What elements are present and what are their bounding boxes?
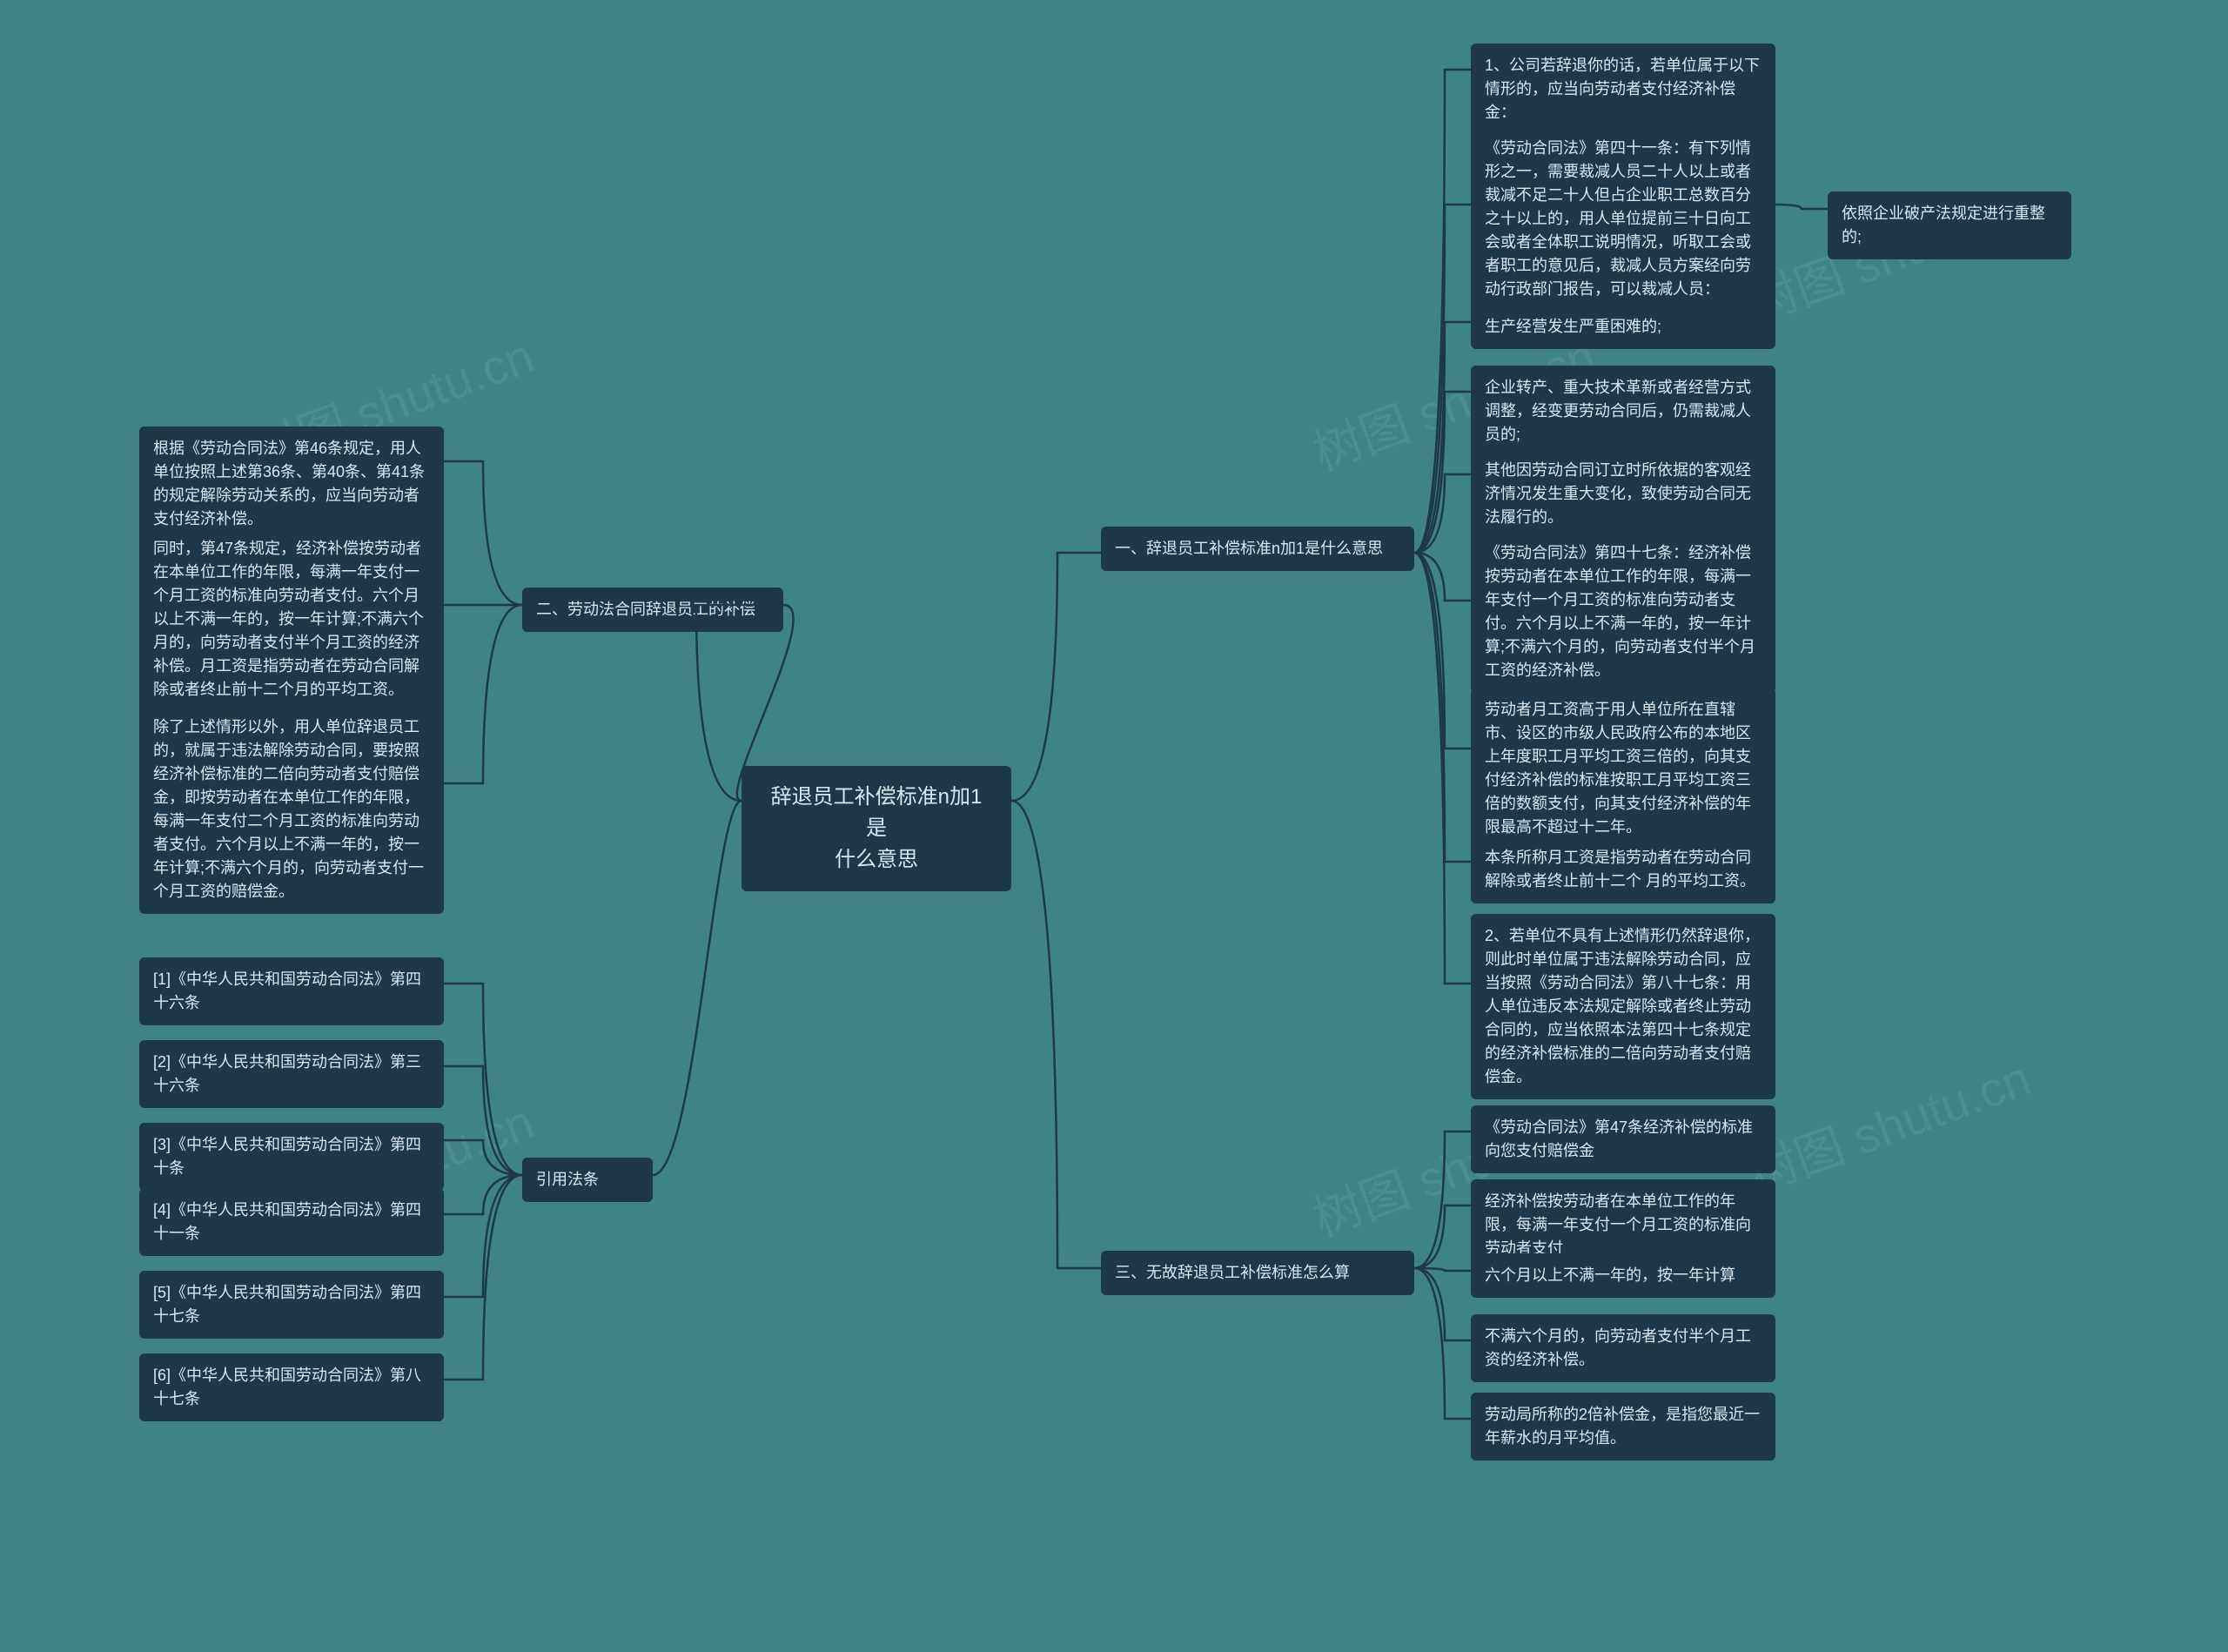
- branch1-n4: 企业转产、重大技术革新或者经营方式调整，经变更劳动合同后，仍需裁减人员的;: [1471, 366, 1775, 457]
- branch3-n3: 六个月以上不满一年的，按一年计算: [1471, 1253, 1775, 1298]
- branch1-n9: 2、若单位不具有上述情形仍然辞退你，则此时单位属于违法解除劳动合同，应当按照《劳…: [1471, 914, 1775, 1099]
- branch2-title: 二、劳动法合同辞退员工的补偿: [522, 588, 783, 632]
- branch1-n1: 1、公司若辞退你的话，若单位属于以下情形的，应当向劳动者支付经济补偿金：: [1471, 44, 1775, 135]
- branch4-n5: [5]《中华人民共和国劳动合同法》第四十七条: [139, 1271, 444, 1339]
- branch4-n1: [1]《中华人民共和国劳动合同法》第四十六条: [139, 957, 444, 1025]
- branch2-n2: 同时，第47条规定，经济补偿按劳动者在本单位工作的年限，每满一年支付一个月工资的…: [139, 527, 444, 712]
- branch3-title: 三、无故辞退员工补偿标准怎么算: [1101, 1251, 1414, 1295]
- branch2-n3: 除了上述情形以外，用人单位辞退员工的，就属于违法解除劳动合同，要按照经济补偿标准…: [139, 705, 444, 914]
- branch4-title: 引用法条: [522, 1158, 653, 1202]
- branch1-n7: 劳动者月工资高于用人单位所在直辖市、设区的市级人民政府公布的本地区上年度职工月平…: [1471, 688, 1775, 850]
- watermark: 树图 shutu.cn: [1737, 1039, 2039, 1206]
- branch3-n1: 《劳动合同法》第47条经济补偿的标准向您支付赔偿金: [1471, 1105, 1775, 1173]
- center-node: 辞退员工补偿标准n加1是 什么意思: [742, 766, 1011, 891]
- branch1-n2-child: 依照企业破产法规定进行重整的;: [1828, 191, 2071, 259]
- branch4-n4: [4]《中华人民共和国劳动合同法》第四十一条: [139, 1188, 444, 1256]
- branch1-n3: 生产经营发生严重困难的;: [1471, 305, 1775, 349]
- branch1-n8: 本条所称月工资是指劳动者在劳动合同解除或者终止前十二个 月的平均工资。: [1471, 836, 1775, 903]
- branch3-n5: 劳动局所称的2倍补偿金，是指您最近一年薪水的月平均值。: [1471, 1393, 1775, 1461]
- branch1-n5: 其他因劳动合同订立时所依据的客观经济情况发生重大变化，致使劳动合同无法履行的。: [1471, 448, 1775, 540]
- branch4-n3: [3]《中华人民共和国劳动合同法》第四十条: [139, 1123, 444, 1191]
- branch4-n2: [2]《中华人民共和国劳动合同法》第三十六条: [139, 1040, 444, 1108]
- branch3-n4: 不满六个月的，向劳动者支付半个月工资的经济补偿。: [1471, 1314, 1775, 1382]
- branch1-n2: 《劳动合同法》第四十一条：有下列情形之一，需要裁减人员二十人以上或者裁减不足二十…: [1471, 126, 1775, 312]
- branch1-title: 一、辞退员工补偿标准n加1是什么意思: [1101, 527, 1414, 571]
- branch4-n6: [6]《中华人民共和国劳动合同法》第八十七条: [139, 1353, 444, 1421]
- center-title-line2: 什么意思: [835, 848, 918, 871]
- branch1-n6: 《劳动合同法》第四十七条：经济补偿按劳动者在本单位工作的年限，每满一年支付一个月…: [1471, 531, 1775, 693]
- center-title-line1: 辞退员工补偿标准n加1是: [771, 785, 983, 840]
- branch2-n1: 根据《劳动合同法》第46条规定，用人单位按照上述第36条、第40条、第41条的规…: [139, 426, 444, 541]
